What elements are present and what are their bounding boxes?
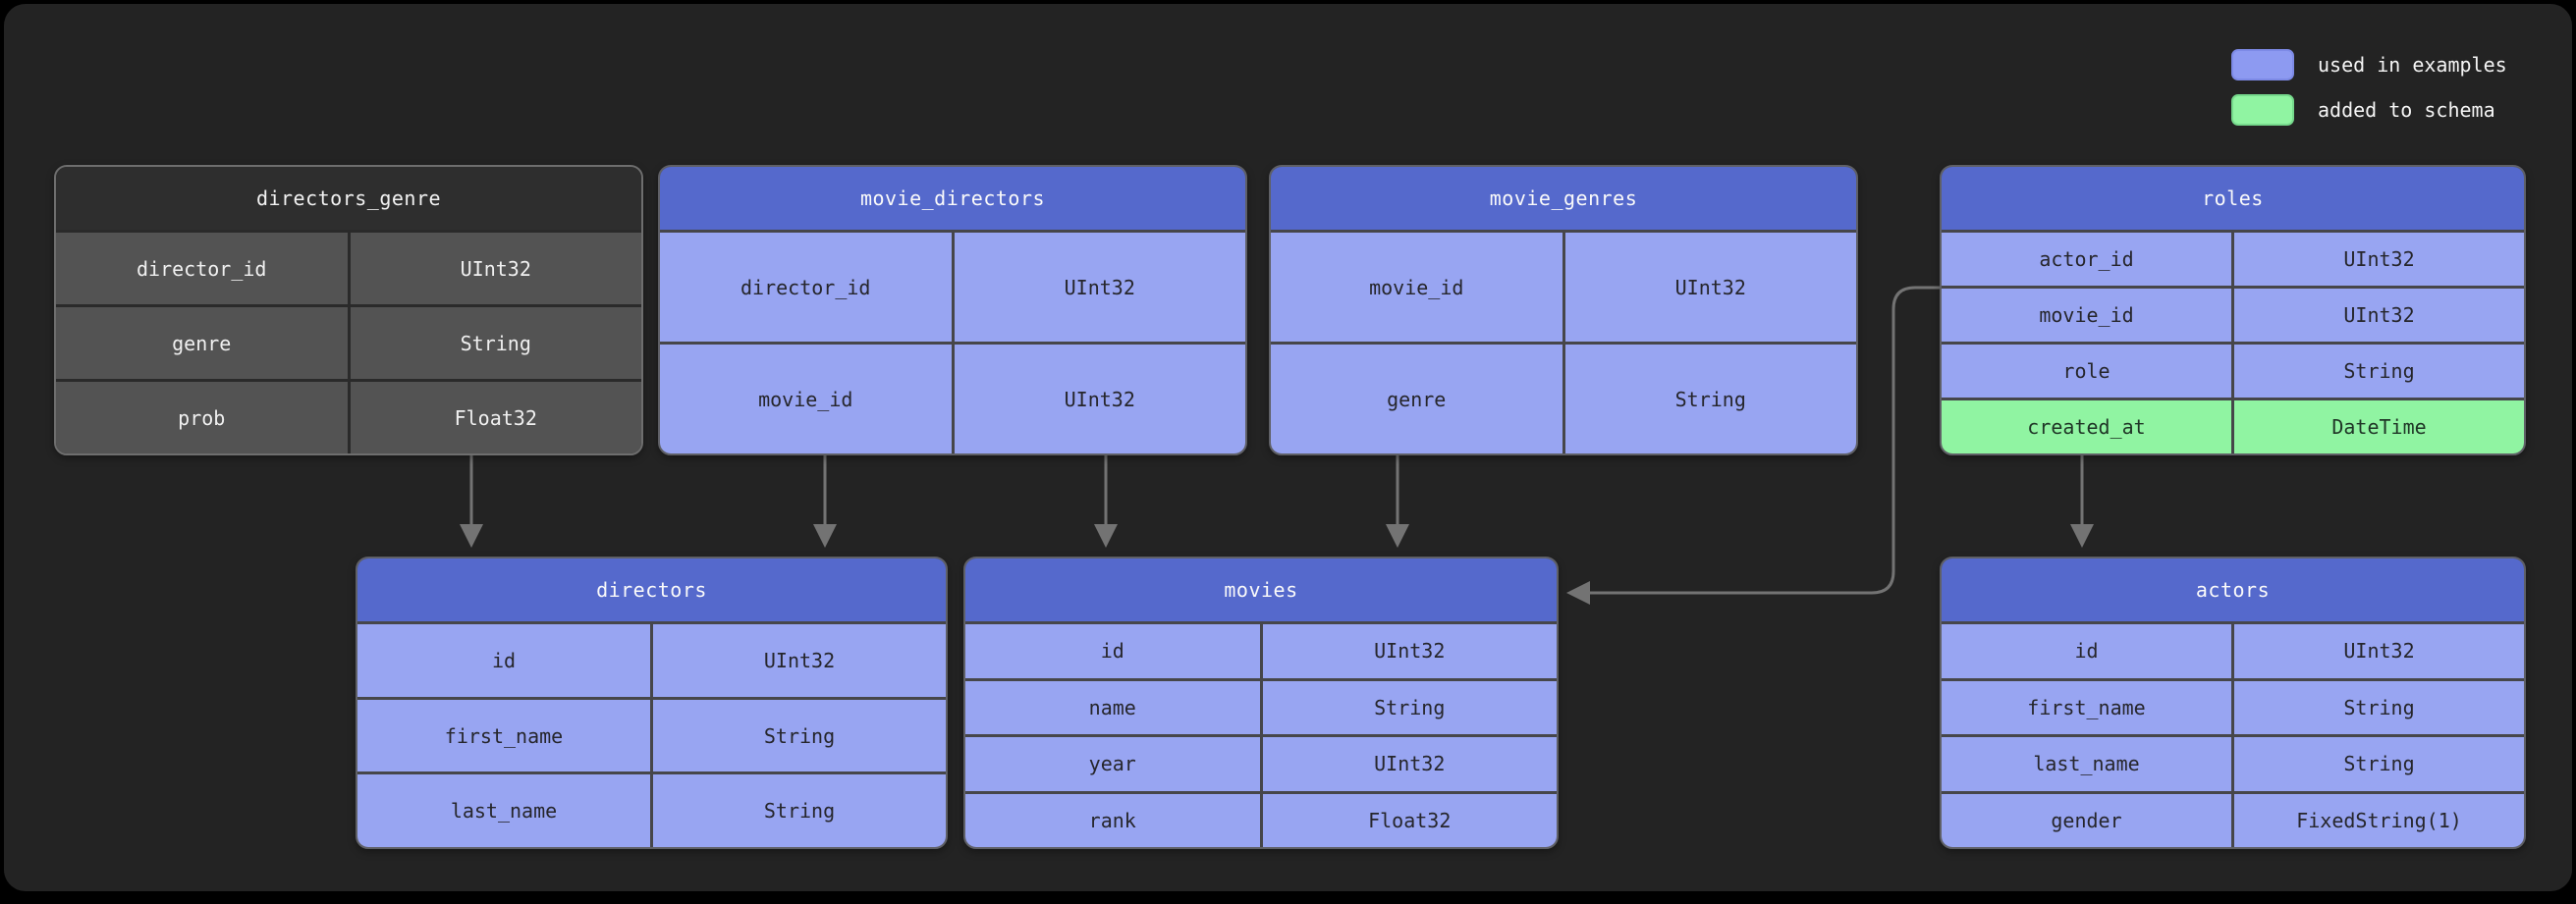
column-name: genre xyxy=(56,307,348,379)
table-row: last_name String xyxy=(357,774,946,847)
table-actors[interactable]: actors id UInt32 first_name String last_… xyxy=(1940,557,2526,849)
column-name: id xyxy=(357,624,650,697)
table-row: director_id UInt32 xyxy=(660,233,1245,342)
column-name: actor_id xyxy=(1942,233,2231,286)
table-row-added-to-schema: created_at DateTime xyxy=(1942,400,2524,453)
column-name: director_id xyxy=(56,233,348,304)
table-row: prob Float32 xyxy=(56,382,641,453)
table-row: actor_id UInt32 xyxy=(1942,233,2524,286)
column-name: prob xyxy=(56,382,348,453)
column-name: gender xyxy=(1942,793,2231,847)
column-type: UInt32 xyxy=(954,345,1245,453)
table-movie-genres[interactable]: movie_genres movie_id UInt32 genre Strin… xyxy=(1269,165,1858,455)
column-type: UInt32 xyxy=(1262,737,1557,791)
table-row: movie_id UInt32 xyxy=(1942,289,2524,342)
table-row: first_name String xyxy=(357,699,946,772)
column-type: String xyxy=(2234,680,2524,734)
column-type: UInt32 xyxy=(2234,624,2524,678)
table-row: id UInt32 xyxy=(357,624,946,697)
column-type: Float32 xyxy=(350,382,641,453)
column-type: UInt32 xyxy=(1262,624,1557,678)
table-movie-directors[interactable]: movie_directors director_id UInt32 movie… xyxy=(658,165,1247,455)
table-title: movies xyxy=(965,558,1557,621)
legend-swatch-used-in-examples xyxy=(2231,49,2294,80)
column-type: UInt32 xyxy=(2234,289,2524,342)
table-title: directors_genre xyxy=(56,167,641,230)
table-row: director_id UInt32 xyxy=(56,233,641,304)
column-name: movie_id xyxy=(660,345,952,453)
column-name: year xyxy=(965,737,1260,791)
table-title: actors xyxy=(1942,558,2524,621)
table-title: movie_genres xyxy=(1271,167,1856,230)
table-movies[interactable]: movies id UInt32 name String year UInt32… xyxy=(963,557,1559,849)
column-type: String xyxy=(1564,345,1856,453)
table-row: role String xyxy=(1942,345,2524,398)
table-row: rank Float32 xyxy=(965,793,1557,847)
table-row: movie_id UInt32 xyxy=(1271,233,1856,342)
column-name: role xyxy=(1942,345,2231,398)
column-name: last_name xyxy=(1942,737,2231,791)
table-directors[interactable]: directors id UInt32 first_name String la… xyxy=(356,557,948,849)
column-name: movie_id xyxy=(1942,289,2231,342)
table-row: name String xyxy=(965,680,1557,734)
legend-label: used in examples xyxy=(2318,53,2507,77)
column-name: name xyxy=(965,680,1260,734)
table-roles[interactable]: roles actor_id UInt32 movie_id UInt32 ro… xyxy=(1940,165,2526,455)
table-row: last_name String xyxy=(1942,737,2524,791)
column-type: UInt32 xyxy=(954,233,1245,342)
legend-item-used-in-examples: used in examples xyxy=(2231,49,2507,80)
column-type: UInt32 xyxy=(1564,233,1856,342)
column-type: FixedString(1) xyxy=(2234,793,2524,847)
column-name: genre xyxy=(1271,345,1562,453)
table-row: id UInt32 xyxy=(965,624,1557,678)
table-title: roles xyxy=(1942,167,2524,230)
column-type: String xyxy=(350,307,641,379)
table-row: genre String xyxy=(1271,345,1856,453)
column-type: UInt32 xyxy=(2234,233,2524,286)
table-directors-genre[interactable]: directors_genre director_id UInt32 genre… xyxy=(54,165,643,455)
column-name: id xyxy=(1942,624,2231,678)
column-type: Float32 xyxy=(1262,793,1557,847)
table-row: gender FixedString(1) xyxy=(1942,793,2524,847)
table-title: movie_directors xyxy=(660,167,1245,230)
table-title: directors xyxy=(357,558,946,621)
legend-label: added to schema xyxy=(2318,98,2495,122)
column-name: director_id xyxy=(660,233,952,342)
legend-item-added-to-schema: added to schema xyxy=(2231,94,2507,126)
column-name: first_name xyxy=(357,699,650,772)
table-row: first_name String xyxy=(1942,680,2524,734)
column-name: last_name xyxy=(357,774,650,847)
column-name: created_at xyxy=(1942,400,2231,453)
column-type: String xyxy=(653,699,946,772)
table-row: genre String xyxy=(56,307,641,379)
table-row: id UInt32 xyxy=(1942,624,2524,678)
column-type: String xyxy=(1262,680,1557,734)
column-type: String xyxy=(2234,345,2524,398)
column-type: String xyxy=(2234,737,2524,791)
legend-swatch-added-to-schema xyxy=(2231,94,2294,126)
column-name: id xyxy=(965,624,1260,678)
column-name: first_name xyxy=(1942,680,2231,734)
legend: used in examples added to schema xyxy=(2231,49,2507,126)
column-name: movie_id xyxy=(1271,233,1562,342)
column-name: rank xyxy=(965,793,1260,847)
table-row: year UInt32 xyxy=(965,737,1557,791)
column-type: String xyxy=(653,774,946,847)
column-type: UInt32 xyxy=(350,233,641,304)
table-row: movie_id UInt32 xyxy=(660,345,1245,453)
column-type: DateTime xyxy=(2234,400,2524,453)
column-type: UInt32 xyxy=(653,624,946,697)
